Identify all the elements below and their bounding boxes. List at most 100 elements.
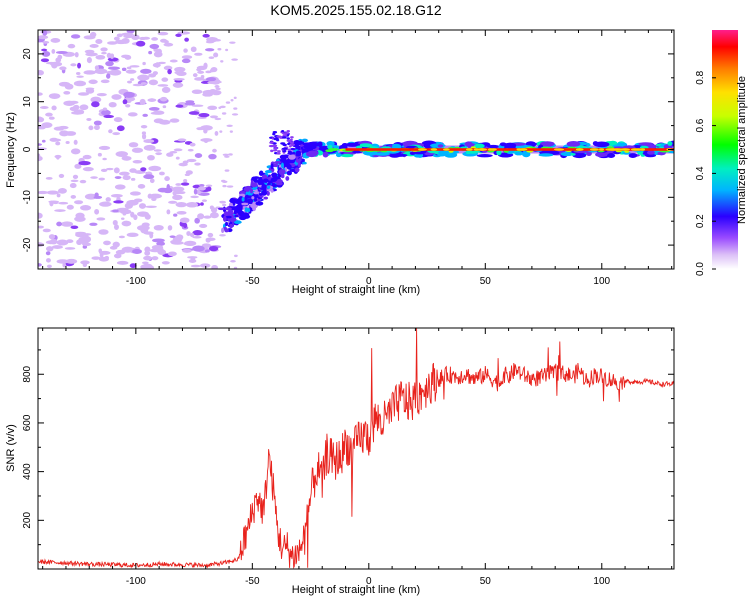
spectrogram-cell [241, 197, 245, 202]
spectrogram-cell [212, 148, 217, 153]
spectrogram-cell [190, 195, 199, 199]
snr-marks [38, 328, 674, 569]
spectrogram-cell [229, 198, 237, 204]
snr-x-tick-label: 100 [593, 576, 610, 587]
spectrogram-cell [175, 156, 180, 160]
spectrogram-cell [221, 179, 226, 183]
spectrogram-cell [263, 196, 268, 200]
spectrogram-cell [221, 227, 225, 233]
spectrogram-cell [94, 192, 99, 198]
spectrogram-cell [115, 39, 128, 45]
spectrogram-cell [96, 92, 107, 97]
spectrogram-cell [142, 113, 148, 117]
spectrogram-cell [85, 52, 98, 57]
spectrogram-cell [576, 148, 584, 151]
spectrogram-cell [153, 149, 162, 152]
spectrogram-cell [222, 203, 227, 207]
spectrogram-cell [473, 143, 485, 149]
spectrogram-cell [112, 132, 121, 136]
spectrogram-cell [129, 191, 141, 196]
spectrogram-cell [124, 96, 136, 102]
spectrogram-cell [224, 207, 232, 211]
spectrogram-cell [173, 148, 183, 152]
spectrogram-cell [244, 194, 252, 199]
spectrogram-cell [201, 199, 207, 202]
spectrogram-cell [140, 227, 149, 234]
spectrogram-cell [261, 190, 268, 196]
spectrogram-cell [496, 149, 502, 156]
spectrogram-cell [98, 177, 106, 181]
spectrogram-cell [147, 98, 157, 102]
spectrogram-cell [620, 148, 630, 151]
spectrogram-cell [109, 69, 122, 76]
spectrogram-cell [518, 148, 528, 151]
spectrogram-cell [130, 78, 135, 81]
spectrogram-cell [55, 57, 62, 63]
spectrogram-cell [287, 142, 291, 146]
spectrogram-cell [281, 147, 288, 150]
spectrogram-cell [52, 138, 62, 142]
spectrogram-cell [476, 154, 493, 158]
spectrogram-cell [42, 41, 50, 44]
spectrogram-cell [229, 223, 233, 229]
spectrogram-cell [184, 37, 189, 42]
spectrogram-cell [205, 184, 213, 188]
spectrogram-cell [161, 77, 169, 82]
colorbar-ticks: 0.0 0.2 0.4 0.6 0.8 [695, 70, 716, 276]
spectrogram-cell [285, 176, 290, 181]
spectrogram-cell [67, 43, 76, 49]
spectrogram-cell [538, 153, 554, 157]
spectrogram-y-ticks: -20 -10 0 10 20 [22, 29, 674, 270]
spectrogram-cell [124, 55, 132, 60]
spectrogram-cell [225, 221, 229, 227]
spectrogram-cell [561, 152, 571, 156]
spectrogram-cell [88, 125, 94, 131]
spectrogram-cell [442, 148, 450, 151]
spectrogram-cell [198, 113, 210, 118]
spectrogram-cell [116, 33, 123, 38]
spectrogram-cell [217, 207, 226, 211]
spectrogram-cell [62, 262, 67, 268]
spectrogram-cell [198, 183, 205, 187]
spectrogram-cell [277, 150, 281, 153]
spectrogram-cell [93, 124, 100, 131]
colorbar-tick-label: 0.0 [695, 262, 706, 276]
spectrogram-cell [86, 56, 92, 64]
spectrogram-cell [344, 142, 360, 147]
spectrogram-cell [214, 85, 220, 88]
spectrogram-cell [56, 259, 69, 264]
spectrogram-cell [82, 167, 94, 172]
spectrogram-cell [48, 116, 55, 120]
spectrogram-cell [437, 144, 444, 148]
spectrogram-cell [121, 155, 132, 161]
spectrogram-cell [106, 73, 111, 79]
spectrogram-cell [85, 87, 95, 90]
spectrogram-cell [228, 153, 233, 156]
spectrogram-cell [215, 87, 221, 91]
spectrogram-cell [147, 193, 153, 199]
spectrogram-cell [169, 59, 178, 63]
spectrogram-cell [274, 160, 282, 164]
spectrogram-cell [252, 193, 259, 199]
spectrogram-x-tick-label: 0 [366, 276, 372, 287]
spectrogram-cell [234, 214, 239, 218]
spectrogram-cell [56, 193, 61, 198]
spectrogram-cell [112, 241, 120, 248]
spectrogram-cell [82, 154, 92, 160]
spectrogram-cell [271, 172, 278, 178]
spectrogram-cell [203, 215, 212, 219]
spectrogram-y-axis-label: Frequency (Hz) [5, 112, 17, 188]
spectrogram-cell [194, 153, 203, 158]
spectrogram-cell [194, 77, 205, 81]
spectrogram-cell [171, 186, 185, 192]
spectrogram-cell [234, 254, 238, 258]
spectrogram-cell [142, 36, 151, 40]
spectrogram-cell [112, 219, 118, 226]
spectrogram-cell [108, 102, 117, 108]
spectrogram-cell [115, 151, 129, 157]
spectrogram-cell [172, 82, 184, 88]
colorbar-tick-label: 0.6 [695, 118, 706, 132]
spectrogram-cell [253, 191, 260, 195]
spectrogram-cell [153, 51, 163, 58]
spectrogram-cell [65, 140, 70, 144]
